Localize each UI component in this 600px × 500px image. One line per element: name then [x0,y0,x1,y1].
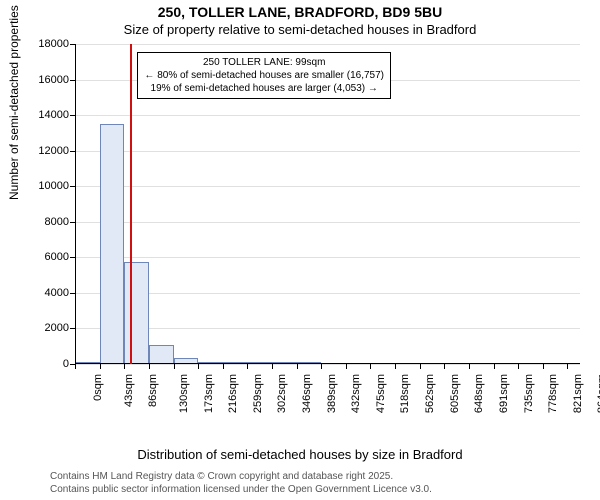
x-tick-mark [346,364,347,369]
x-tick-mark [174,364,175,369]
x-tick-label: 778sqm [548,374,560,413]
x-tick-label: 173sqm [203,374,215,413]
x-tick-mark [494,364,495,369]
x-tick-mark [198,364,199,369]
footnote-line-2: Contains public sector information licen… [50,484,590,497]
y-tick-label: 18000 [38,38,69,50]
x-tick-label: 475sqm [375,374,387,413]
chart-title: 250, TOLLER LANE, BRADFORD, BD9 5BU [0,4,600,20]
x-tick-label: 605sqm [449,374,461,413]
y-tick-label: 0 [63,358,69,370]
x-tick-label: 130sqm [178,374,190,413]
y-tick-label: 4000 [45,287,69,299]
x-tick-mark [444,364,445,369]
grid-line [75,257,580,258]
y-axis-line [75,44,76,364]
x-tick-mark [149,364,150,369]
grid-line [75,222,580,223]
x-tick-label: 864sqm [597,374,600,413]
x-tick-mark [223,364,224,369]
grid-line [75,186,580,187]
x-tick-label: 86sqm [147,374,159,407]
x-tick-mark [370,364,371,369]
x-tick-label: 648sqm [473,374,485,413]
x-tick-mark [395,364,396,369]
x-tick-mark [124,364,125,369]
x-tick-label: 821sqm [572,374,584,413]
x-tick-mark [518,364,519,369]
chart-subtitle: Size of property relative to semi-detach… [0,22,600,37]
x-tick-mark [297,364,298,369]
grid-line [75,328,580,329]
x-tick-label: 518sqm [399,374,411,413]
x-tick-mark [100,364,101,369]
histogram-bar [124,262,149,364]
y-tick-label: 16000 [38,74,69,86]
annotation-box: 250 TOLLER LANE: 99sqm← 80% of semi-deta… [137,52,391,99]
x-tick-mark [543,364,544,369]
y-tick-label: 2000 [45,322,69,334]
y-axis-label: Number of semi-detached properties [7,5,21,200]
histogram-bar [149,345,174,364]
x-tick-mark [272,364,273,369]
histogram-chart: 250, TOLLER LANE, BRADFORD, BD9 5BU Size… [0,0,600,500]
y-tick-label: 8000 [45,216,69,228]
x-axis-label: Distribution of semi-detached houses by … [0,447,600,462]
reference-line [130,44,132,364]
x-tick-label: 691sqm [498,374,510,413]
grid-line [75,364,580,365]
x-tick-label: 216sqm [227,374,239,413]
y-tick-label: 14000 [38,109,69,121]
y-tick-label: 10000 [38,180,69,192]
y-tick-label: 12000 [38,145,69,157]
x-tick-label: 43sqm [123,374,135,407]
chart-footnote: Contains HM Land Registry data © Crown c… [50,471,590,496]
annotation-line: ← 80% of semi-detached houses are smalle… [144,69,384,82]
grid-line [75,293,580,294]
x-tick-mark [321,364,322,369]
x-tick-mark [420,364,421,369]
x-tick-label: 432sqm [350,374,362,413]
x-tick-label: 562sqm [424,374,436,413]
annotation-line: 19% of semi-detached houses are larger (… [144,82,384,95]
x-tick-mark [567,364,568,369]
x-tick-label: 259sqm [252,374,264,413]
plot-area: 0200040006000800010000120001400016000180… [75,44,580,364]
footnote-line-1: Contains HM Land Registry data © Crown c… [50,471,590,484]
annotation-line: 250 TOLLER LANE: 99sqm [144,56,384,69]
x-tick-label: 0sqm [92,374,104,401]
x-tick-mark [247,364,248,369]
y-tick-label: 6000 [45,251,69,263]
x-tick-label: 389sqm [326,374,338,413]
grid-line [75,115,580,116]
x-tick-mark [75,364,76,369]
x-tick-label: 346sqm [301,374,313,413]
grid-line [75,44,580,45]
x-tick-mark [469,364,470,369]
x-tick-label: 735sqm [523,374,535,413]
x-axis-line [75,363,580,364]
x-tick-label: 302sqm [276,374,288,413]
grid-line [75,151,580,152]
histogram-bar [100,124,125,364]
